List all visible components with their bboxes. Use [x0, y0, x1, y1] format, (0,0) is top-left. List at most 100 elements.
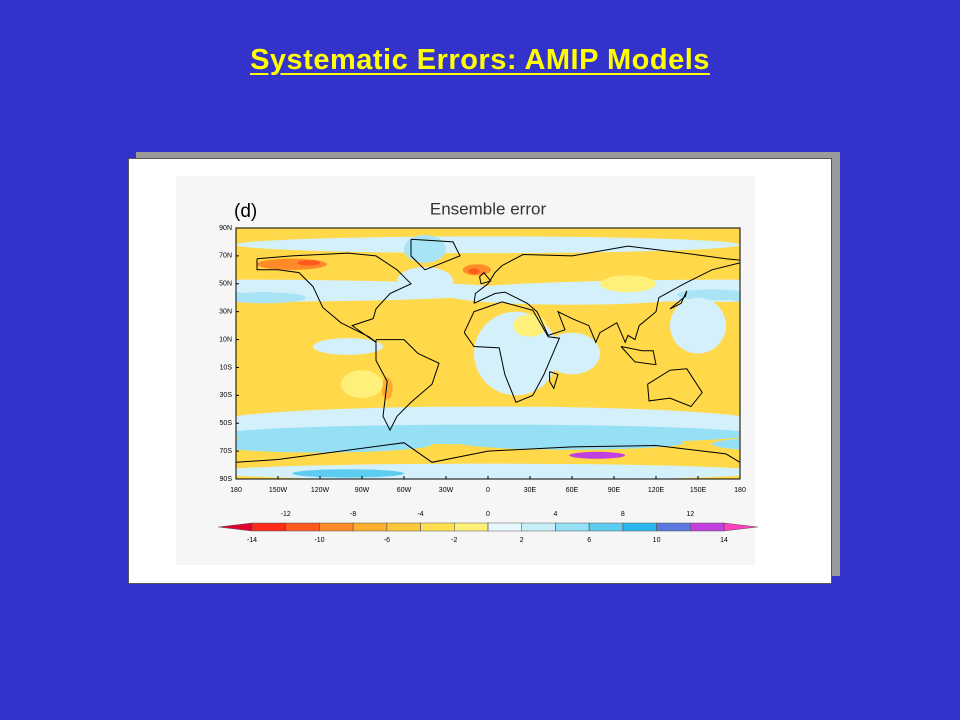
field-blob	[950, 285, 960, 305]
coastline	[669, 290, 688, 310]
field-blob	[544, 332, 600, 375]
coastline	[463, 301, 561, 403]
lat-label: 30S	[220, 392, 233, 399]
field-blob	[96, 275, 152, 292]
lon-label: 150W	[269, 487, 288, 494]
coastline	[620, 346, 657, 366]
field-blob	[236, 292, 306, 304]
colorbar-box	[251, 522, 286, 532]
field-blob	[569, 451, 626, 459]
colorbar-label: -8	[350, 511, 356, 518]
coastline	[479, 271, 492, 285]
field-blob	[65, 452, 121, 459]
colorbar-box	[555, 522, 590, 532]
coastline	[410, 238, 461, 271]
lon-label: 90W	[355, 487, 370, 494]
field-blob	[740, 236, 960, 253]
colorbar-box	[454, 522, 489, 532]
colorbar-label: -10	[314, 537, 324, 544]
colorbar-box	[487, 522, 522, 532]
field-blob	[600, 275, 656, 293]
lon-label: 150E	[690, 487, 707, 494]
field-blob	[40, 333, 96, 375]
lon-label: 120E	[648, 487, 665, 494]
field-blob	[0, 285, 194, 305]
field-blob	[313, 338, 383, 355]
lon-label: 90E	[608, 487, 621, 494]
colorbar-box	[285, 522, 320, 532]
slide-title: Systematic Errors: AMIP Models	[250, 44, 710, 76]
field-blob	[886, 377, 897, 399]
coastline	[236, 442, 740, 463]
lat-label: 90S	[220, 476, 233, 483]
lon-label: 60E	[566, 487, 579, 494]
coastline	[375, 339, 440, 432]
field-blob	[397, 267, 453, 295]
lat-label: 70N	[219, 253, 232, 260]
field-blob	[9, 314, 43, 336]
colorbar-label: 10	[653, 537, 661, 544]
colorbar-label: 0	[486, 511, 490, 518]
field-blob	[817, 338, 887, 355]
coastline	[647, 368, 703, 408]
lat-label: 30N	[219, 309, 232, 316]
field-blob	[236, 291, 243, 299]
colorbar-label: -6	[384, 537, 390, 544]
lat-label: 10N	[219, 336, 232, 343]
colorbar-box	[622, 522, 657, 532]
colorbar-label: 6	[587, 537, 591, 544]
field-blob	[0, 312, 54, 396]
colorbar-box	[690, 522, 725, 532]
field-blob	[292, 469, 404, 478]
lon-label: 120W	[311, 487, 330, 494]
field-blob	[0, 436, 180, 450]
colorbar-box	[521, 522, 556, 532]
field-blob	[677, 289, 740, 301]
field-blob	[712, 468, 740, 476]
lat-label: 50S	[220, 420, 233, 427]
coastline	[256, 252, 412, 343]
panel-label: (d)	[234, 201, 257, 222]
colorbar-box	[386, 522, 421, 532]
error-field	[0, 228, 960, 479]
lon-label: 30W	[439, 487, 454, 494]
colorbar-label: -14	[247, 537, 257, 544]
colorbar-label: 8	[621, 511, 625, 518]
lon-label: 30E	[524, 487, 537, 494]
lon-label: 180	[230, 487, 242, 494]
lat-label: 70S	[220, 448, 233, 455]
field-blob	[712, 438, 740, 450]
colorbar-label: 12	[686, 511, 694, 518]
field-blob	[236, 435, 432, 453]
colorbar-label: -12	[281, 511, 291, 518]
lon-label: 60W	[397, 487, 412, 494]
coastline	[473, 245, 740, 344]
field-blob	[468, 268, 480, 275]
colorbar-label: 2	[520, 537, 524, 544]
field-blob	[381, 377, 393, 400]
field-blob	[341, 370, 383, 399]
field-blob	[761, 259, 831, 270]
lat-label: 90N	[219, 225, 232, 232]
field-blob	[802, 260, 824, 266]
colorbar-label: -2	[451, 537, 457, 544]
field-blob	[712, 415, 740, 431]
coastlines	[236, 238, 740, 463]
coastline	[549, 371, 559, 390]
map-title: Ensemble error	[430, 199, 547, 218]
field-blob	[796, 469, 908, 477]
field-blob	[460, 435, 684, 450]
field-blob	[670, 297, 726, 354]
colorbar-label: 4	[553, 511, 557, 518]
colorbar-box	[420, 522, 455, 532]
lon-label: 180	[734, 487, 746, 494]
field-blob	[404, 234, 446, 263]
lat-label: 10S	[220, 364, 233, 371]
colorbar-label: -4	[417, 511, 423, 518]
field-blob	[0, 280, 12, 302]
field-blob	[446, 285, 698, 305]
colorbar-box	[656, 522, 691, 532]
field-blob	[908, 235, 950, 263]
